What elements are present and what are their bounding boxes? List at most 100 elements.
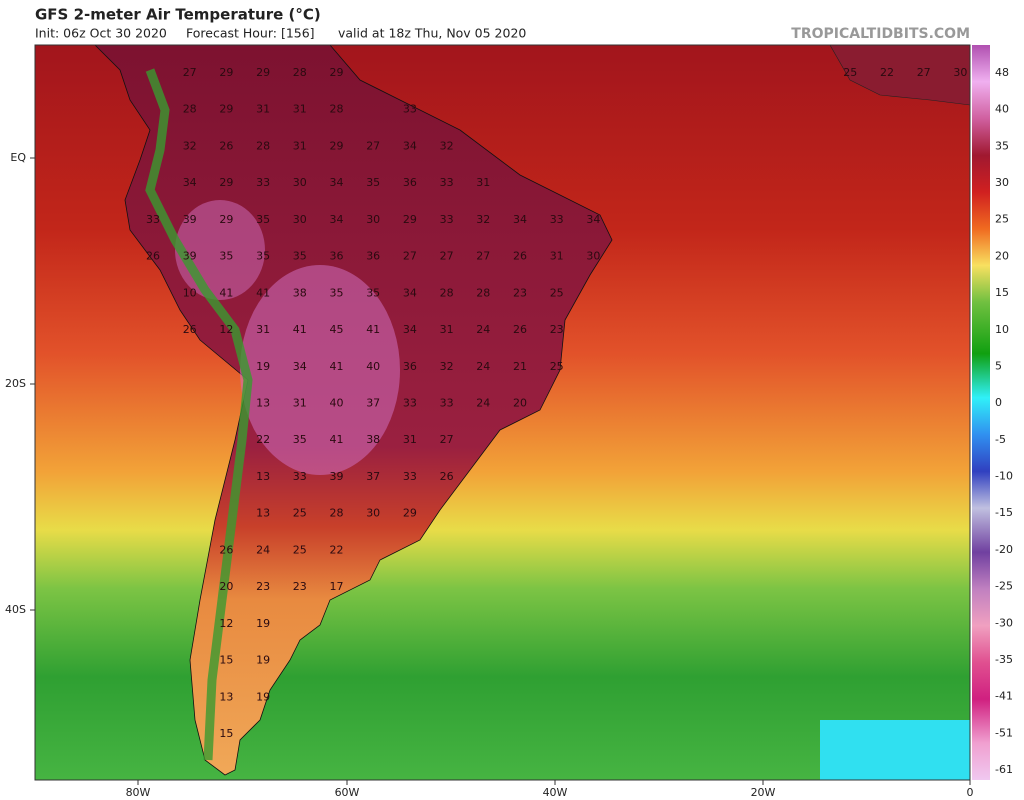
temperature-label: 19	[256, 690, 270, 703]
x-tick-label: 0	[967, 786, 974, 799]
temperature-label: 24	[256, 543, 270, 556]
colorbar-label: 0	[995, 396, 1002, 409]
title: GFS 2-meter Air Temperature (°C)	[35, 6, 321, 24]
temperature-label: 13	[219, 690, 233, 703]
temperature-label: 39	[330, 470, 344, 483]
temperature-label: 28	[476, 286, 490, 299]
temperature-label: 15	[219, 727, 233, 740]
temperature-label: 26	[219, 139, 233, 152]
temperature-label: 27	[476, 250, 490, 263]
temperature-label: 31	[256, 103, 270, 116]
temperature-label: 35	[256, 250, 270, 263]
temperature-label: 30	[293, 176, 307, 189]
temperature-label: 36	[330, 250, 344, 263]
site-name: TROPICALTIDBITS.COM	[791, 26, 970, 42]
temperature-label: 41	[256, 286, 270, 299]
temperature-label: 26	[183, 323, 197, 336]
temperature-label: 25	[550, 360, 564, 373]
temperature-label: 23	[513, 286, 527, 299]
temperature-label: 29	[256, 66, 270, 79]
temperature-label: 33	[550, 213, 564, 226]
temperature-label: 33	[403, 103, 417, 116]
temperature-label: 19	[256, 654, 270, 667]
temperature-label: 28	[256, 139, 270, 152]
x-tick-label: 20W	[751, 786, 776, 799]
temperature-label: 34	[183, 176, 197, 189]
temperature-label: 27	[366, 139, 380, 152]
temperature-label: 28	[330, 507, 344, 520]
valid-time: valid at 18z Thu, Nov 05 2020	[338, 26, 526, 41]
temperature-label: 45	[330, 323, 344, 336]
temperature-label: 31	[293, 397, 307, 410]
colorbar-label: 10	[995, 323, 1009, 336]
forecast-hour: Forecast Hour: [156]	[186, 26, 315, 41]
temperature-label: 23	[256, 580, 270, 593]
x-tick-label: 40W	[543, 786, 568, 799]
temperature-label: 28	[183, 103, 197, 116]
colorbar-label: -15	[995, 506, 1013, 519]
temperature-label: 36	[403, 176, 417, 189]
temperature-label: 33	[146, 213, 160, 226]
temperature-label: 24	[476, 360, 490, 373]
antarctic-cold	[820, 720, 970, 780]
temperature-label: 25	[550, 286, 564, 299]
x-tick-label: 80W	[126, 786, 151, 799]
temperature-label: 26	[440, 470, 454, 483]
temperature-label: 12	[219, 323, 233, 336]
temperature-label: 36	[366, 250, 380, 263]
temperature-label: 29	[219, 66, 233, 79]
temperature-label: 15	[219, 654, 233, 667]
temperature-label: 27	[183, 66, 197, 79]
y-tick-label: EQ	[10, 151, 26, 164]
temperature-label: 31	[256, 323, 270, 336]
temperature-label: 26	[513, 323, 527, 336]
temperature-label: 29	[403, 507, 417, 520]
temperature-label: 34	[330, 213, 344, 226]
temperature-label: 12	[219, 617, 233, 630]
colorbar-label: -20	[995, 543, 1013, 556]
init: Init: 06z Oct 30 2020	[35, 26, 167, 41]
temperature-label: 40	[366, 360, 380, 373]
temperature-label: 26	[146, 250, 160, 263]
temperature-label: 17	[330, 580, 344, 593]
temperature-label: 33	[293, 470, 307, 483]
temperature-label: 33	[256, 176, 270, 189]
temperature-label: 13	[256, 507, 270, 520]
africa	[829, 45, 970, 106]
temperature-label: 40	[330, 397, 344, 410]
temperature-label: 26	[513, 250, 527, 263]
temperature-label: 28	[293, 66, 307, 79]
temperature-label: 25	[843, 66, 857, 79]
colorbar-label: 48	[995, 66, 1009, 79]
temperature-label: 41	[219, 286, 233, 299]
temperature-label: 25	[293, 507, 307, 520]
temperature-label: 34	[513, 213, 527, 226]
temperature-label: 31	[403, 433, 417, 446]
temperature-label: 39	[183, 250, 197, 263]
temperature-label: 30	[366, 507, 380, 520]
temperature-label: 13	[256, 470, 270, 483]
temperature-label: 31	[293, 103, 307, 116]
colorbar-label: 5	[995, 359, 1002, 372]
temperature-label: 32	[440, 139, 454, 152]
temperature-label: 21	[513, 360, 527, 373]
temperature-label: 34	[403, 323, 417, 336]
temperature-label: 41	[293, 323, 307, 336]
temperature-label: 28	[330, 103, 344, 116]
temperature-label: 19	[256, 617, 270, 630]
temperature-label: 31	[440, 323, 454, 336]
temperature-label: 33	[403, 397, 417, 410]
temperature-label: 31	[550, 250, 564, 263]
temperature-label: 27	[440, 433, 454, 446]
temperature-label: 33	[403, 470, 417, 483]
temperature-label: 28	[440, 286, 454, 299]
temperature-label: 39	[183, 213, 197, 226]
map-field	[35, 45, 970, 780]
temperature-label: 22	[256, 433, 270, 446]
heat-core	[240, 265, 400, 475]
temperature-label: 36	[403, 360, 417, 373]
temperature-label: 35	[330, 286, 344, 299]
temperature-label: 31	[476, 176, 490, 189]
